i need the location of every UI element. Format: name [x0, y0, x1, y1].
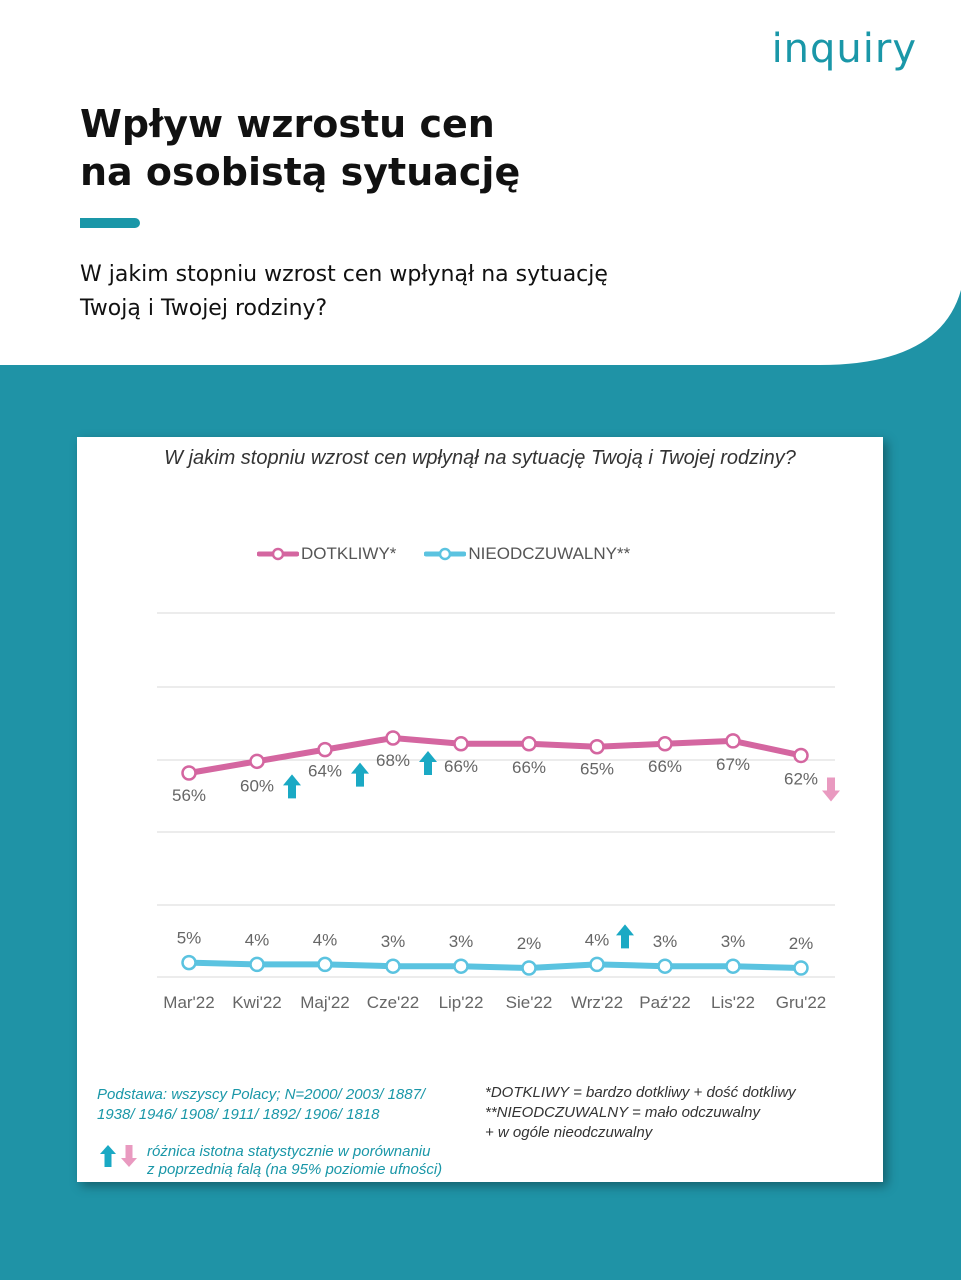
brand-logo: inquiry — [771, 26, 917, 72]
data-label-nieodczuwalny: 2% — [789, 934, 814, 953]
data-point-nieodczuwalny — [589, 956, 605, 973]
page-title-line-2: na osobistą sytuację — [80, 150, 521, 194]
series-line-nieodczuwalny — [186, 959, 804, 971]
legend-marker-dotkliwy — [257, 547, 299, 561]
data-point-dotkliwy — [317, 741, 333, 758]
page-title: Wpływ wzrostu cen na osobistą sytuację — [80, 100, 520, 196]
data-point-nieodczuwalny — [521, 960, 537, 976]
x-tick-label: Cze'22 — [367, 993, 419, 1012]
chart-card: W jakim stopniu wzrost cen wpłynął na sy… — [77, 437, 883, 1182]
significance-up-icon — [616, 924, 634, 949]
data-point-dotkliwy — [385, 730, 401, 746]
significance-text-line-2: z poprzednią falą (na 95% poziomie ufnoś… — [147, 1161, 443, 1178]
x-tick-label: Sie'22 — [506, 993, 553, 1012]
footnote-base: Podstawa: wszyscy Polacy; N=2000/ 2003/ … — [97, 1085, 477, 1125]
data-point-nieodczuwalny — [317, 956, 333, 973]
x-tick-label: Lip'22 — [439, 993, 484, 1012]
data-point-nieodczuwalny — [385, 958, 401, 974]
x-tick-label: Gru'22 — [776, 993, 827, 1012]
data-label-dotkliwy: 60% — [240, 776, 274, 795]
data-label-dotkliwy: 64% — [308, 762, 342, 781]
x-tick-label: Paź'22 — [639, 993, 690, 1012]
data-point-dotkliwy — [181, 765, 197, 781]
data-label-dotkliwy: 67% — [716, 755, 750, 774]
significance-down-icon — [822, 777, 840, 802]
legend-item-dotkliwy: DOTKLIWY* — [257, 544, 396, 564]
definition-nieodczuwalny: **NIEODCZUWALNY = mało odczuwalny — [485, 1104, 760, 1121]
data-point-nieodczuwalny — [453, 958, 469, 974]
page-subtitle-line-1: W jakim stopniu wzrost cen wpłynął na sy… — [80, 262, 608, 287]
data-label-dotkliwy: 62% — [784, 769, 818, 788]
page-subtitle-line-2: Twoją i Twojej rodziny? — [80, 296, 328, 321]
data-label-nieodczuwalny: 4% — [585, 930, 610, 949]
data-label-dotkliwy: 56% — [172, 786, 206, 805]
x-tick-label: Mar'22 — [163, 993, 214, 1012]
x-tick-label: Wrz'22 — [571, 993, 623, 1012]
data-label-nieodczuwalny: 4% — [245, 930, 270, 949]
page-title-line-1: Wpływ wzrostu cen — [80, 102, 495, 146]
chart-legend: DOTKLIWY* NIEODCZUWALNY** — [257, 544, 630, 564]
footnote-definitions: *DOTKLIWY = bardzo dotkliwy + dość dotkl… — [485, 1083, 865, 1143]
legend-item-nieodczuwalny: NIEODCZUWALNY** — [424, 544, 630, 564]
x-tick-label: Maj'22 — [300, 993, 350, 1012]
data-point-dotkliwy — [725, 733, 741, 749]
data-label-dotkliwy: 66% — [648, 757, 682, 776]
data-point-nieodczuwalny — [793, 960, 809, 976]
chart-title: W jakim stopniu wzrost cen wpłynął na sy… — [164, 447, 796, 469]
data-label-dotkliwy: 68% — [376, 751, 410, 770]
data-point-dotkliwy — [793, 747, 809, 764]
legend-label-dotkliwy: DOTKLIWY* — [301, 544, 397, 563]
data-point-nieodczuwalny — [181, 954, 197, 971]
footnote-base-line-2: 1938/ 1946/ 1908/ 1911/ 1892/ 1906/ 1818 — [97, 1106, 380, 1123]
data-point-dotkliwy — [249, 753, 265, 770]
title-accent-bar — [80, 218, 140, 228]
data-label-nieodczuwalny: 4% — [313, 930, 338, 949]
significance-up-icon — [351, 762, 369, 787]
data-label-dotkliwy: 65% — [580, 760, 614, 779]
data-point-dotkliwy — [521, 736, 537, 752]
line-chart: 56% 60% 64% 68% 66% 66% 65% 66% 67% 62% 5% 4% 4% 3% 3%… — [157, 612, 840, 1012]
data-label-nieodczuwalny: 3% — [449, 932, 474, 951]
significance-up-icon — [419, 750, 437, 775]
data-point-nieodczuwalny — [657, 958, 673, 974]
data-point-dotkliwy — [589, 738, 605, 755]
definition-dotkliwy: *DOTKLIWY = bardzo dotkliwy + dość dotkl… — [485, 1084, 796, 1101]
data-label-nieodczuwalny: 3% — [653, 932, 678, 951]
data-label-nieodczuwalny: 3% — [721, 932, 746, 951]
data-label-nieodczuwalny: 3% — [381, 932, 406, 951]
x-tick-label: Lis'22 — [711, 993, 755, 1012]
series-line-dotkliwy — [186, 734, 804, 776]
page-subtitle: W jakim stopniu wzrost cen wpłynął na sy… — [80, 258, 608, 326]
data-point-nieodczuwalny — [249, 956, 265, 973]
significance-text-line-1: różnica istotna statystycznie w porównan… — [147, 1143, 431, 1160]
definition-nieodczuwalny-cont: + w ogóle nieodczuwalny — [485, 1124, 653, 1141]
data-label-dotkliwy: 66% — [444, 757, 478, 776]
legend-marker-nieodczuwalny — [424, 547, 467, 561]
data-point-nieodczuwalny — [725, 958, 741, 974]
data-label-dotkliwy: 66% — [512, 758, 546, 777]
data-point-dotkliwy — [657, 736, 673, 752]
footnote-base-line-1: Podstawa: wszyscy Polacy; N=2000/ 2003/ … — [97, 1086, 426, 1103]
significance-note: różnica istotna statystycznie w porównan… — [97, 1143, 442, 1179]
legend-label-nieodczuwalny: NIEODCZUWALNY** — [468, 544, 631, 563]
x-tick-label: Kwi'22 — [232, 993, 282, 1012]
significance-text: różnica istotna statystycznie w porównan… — [147, 1143, 442, 1179]
data-label-nieodczuwalny: 5% — [177, 929, 202, 948]
data-point-dotkliwy — [453, 736, 469, 752]
significance-up-icon — [283, 774, 301, 799]
significance-arrows-icon — [100, 1145, 137, 1167]
data-label-nieodczuwalny: 2% — [517, 934, 542, 953]
